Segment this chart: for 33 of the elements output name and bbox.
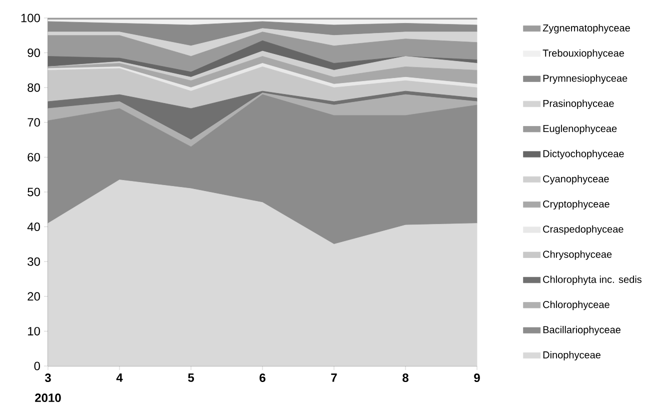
y-tick-label: 60 [28,152,40,162]
y-tick-label: 40 [27,222,40,232]
text: 2010 [35,394,61,402]
legend-label: Prasinophyceae [543,100,614,109]
legend-label: Chrysophyceae [543,250,612,260]
legend-label: Craspedophyceae [543,225,624,235]
legend-label: Dinophyceae [543,351,600,360]
legend-label: Chlorophyta inc. sedis [543,276,642,285]
x-tick-label: 4 [116,374,123,382]
y-tick-label: 20 [28,292,40,301]
legend-label: Trebouxiophyceae [542,49,624,59]
x-tick-label: 9 [474,374,480,382]
legend-label: Bacillariophyceae [543,326,620,336]
legend-label: Chlorophyceae [543,300,610,310]
x-tick-label: 6 [260,374,266,382]
legend-label: Prymnesiophyceae [543,74,628,84]
legend-label: Cryptophyceae [543,200,610,210]
y-tick-label: 50 [28,188,40,196]
y-tick-label: 30 [28,257,40,266]
legend-label: Cyanophyceae [543,175,609,184]
x-tick-label: 3 [44,374,51,382]
y-tick-label: 100 [21,14,40,22]
x-tick-label: 7 [331,374,337,382]
y-tick-label: 90 [28,48,40,58]
legend-label: Dictyochophyceae [543,150,624,160]
x-tick-label: 8 [402,374,408,382]
y-tick-label: 70 [28,118,40,127]
legend-label: Zygnematophyceae [542,24,630,34]
y-tick-label: 0 [34,362,40,370]
y-tick-label: 10 [28,326,40,336]
legend-label: Euglenophyceae [543,124,617,134]
y-tick-label: 80 [28,83,40,92]
x-tick-label: 5 [188,374,194,382]
